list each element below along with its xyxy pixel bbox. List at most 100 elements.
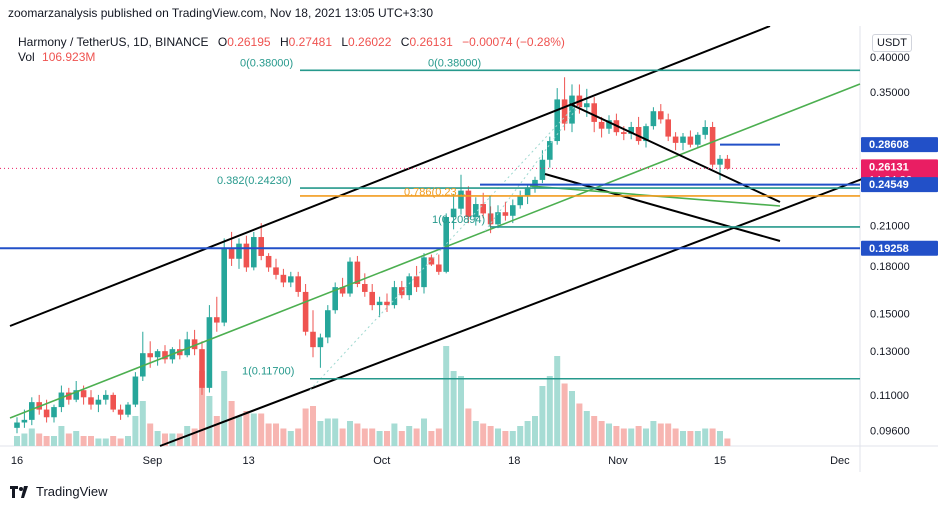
- y-tick-label: 0.35000: [870, 87, 910, 99]
- candle-body: [265, 255, 272, 268]
- candle-body: [132, 376, 139, 405]
- brand-name: TradingView: [36, 484, 108, 499]
- fib-label: 1(0.11700): [242, 366, 294, 378]
- candle-body: [347, 261, 353, 294]
- fib-label: 1(0.20894): [432, 214, 485, 226]
- volume-bar: [480, 423, 487, 446]
- candle-body: [480, 204, 486, 214]
- candle-body: [302, 291, 309, 332]
- low-value: 0.26022: [348, 35, 392, 49]
- candle-body: [199, 349, 205, 388]
- symbol-legend: Harmony / TetherUS, 1D, BINANCE O0.26195…: [18, 35, 565, 65]
- publish-header: zoomarzanalysis published on TradingView…: [8, 6, 434, 20]
- volume-bar: [569, 391, 575, 446]
- candle-body: [458, 190, 464, 209]
- price-badge-text: 0.28608: [869, 139, 909, 151]
- candle-body: [66, 392, 72, 400]
- volume-bar: [117, 438, 124, 446]
- candle-body: [317, 337, 324, 348]
- candle-body: [58, 392, 65, 408]
- price-badge-text: 0.19258: [869, 243, 909, 255]
- candle-body: [621, 132, 627, 134]
- volume-bar: [265, 423, 272, 446]
- footer: TradingView: [10, 484, 108, 499]
- candle-body: [665, 119, 671, 137]
- candle-body: [125, 404, 131, 415]
- volume-bar: [598, 421, 605, 446]
- volume-bar: [95, 438, 102, 446]
- candle-body: [339, 287, 346, 294]
- candle-body: [561, 99, 568, 124]
- candle-body: [554, 99, 560, 142]
- candle-body: [635, 126, 642, 142]
- currency-button[interactable]: USDT: [872, 34, 912, 52]
- volume-bar: [154, 431, 161, 446]
- volume-bar: [236, 416, 242, 446]
- candle-body: [680, 136, 686, 143]
- volume-bar: [694, 431, 701, 446]
- candle-body: [191, 339, 198, 350]
- candle-body: [154, 351, 161, 358]
- candle-body: [332, 287, 338, 311]
- candle-body: [473, 204, 479, 217]
- fib-label: 0(0.38000): [240, 57, 293, 69]
- volume-bar: [139, 401, 146, 446]
- close-value: 0.26131: [409, 35, 453, 49]
- candle-body: [369, 291, 375, 306]
- fib-label: 0.382(0.24230): [217, 175, 292, 187]
- volume-bar: [324, 418, 331, 446]
- volume-bar: [724, 438, 731, 446]
- x-tick-label: 13: [242, 455, 254, 467]
- volume-bar: [450, 371, 457, 446]
- candle-body: [628, 126, 634, 134]
- candle-body: [532, 179, 538, 188]
- chart-frame[interactable]: 0(0.38000) 0(0.38000) 0.382(0.24230) 0.786(…: [0, 26, 938, 472]
- candle-body: [510, 205, 516, 216]
- volume-bar: [73, 431, 80, 446]
- volume-bar: [132, 416, 139, 446]
- volume-bar: [250, 413, 257, 446]
- volume-bar: [176, 433, 183, 446]
- volume-bar: [51, 436, 57, 446]
- volume-bar: [14, 436, 20, 446]
- volume-bar: [524, 421, 531, 446]
- price-badge: [861, 177, 938, 193]
- volume-bar: [428, 431, 435, 446]
- candle-body: [672, 136, 679, 143]
- volume-bar: [310, 406, 316, 446]
- price-chart[interactable]: 0(0.38000) 0(0.38000) 0.382(0.24230) 0.786(…: [0, 26, 938, 472]
- candle-body: [695, 134, 701, 145]
- volume-bar: [509, 431, 516, 446]
- candle-body: [502, 212, 509, 216]
- volume-bar: [465, 408, 472, 446]
- symbol-name[interactable]: Harmony / TetherUS, 1D, BINANCE: [18, 35, 209, 49]
- candle-body: [709, 126, 716, 165]
- candle-body: [325, 310, 331, 338]
- fib-label-layer: 0(0.38000) 0(0.38000) 0.382(0.24230) 0.786(…: [217, 57, 485, 377]
- price-badge: [861, 137, 938, 153]
- volume-bar: [472, 421, 479, 446]
- volume-bar: [413, 428, 420, 446]
- candle-body: [598, 121, 605, 129]
- candle-body: [206, 317, 213, 388]
- price-badge-text: 0.24549: [869, 179, 909, 191]
- volume-bar: [702, 428, 709, 446]
- volume-bar: [591, 416, 598, 446]
- candle-body: [547, 141, 553, 160]
- candle-body: [643, 126, 649, 142]
- candle-body: [236, 243, 242, 259]
- close-label: C: [400, 35, 410, 49]
- volume-bar: [369, 428, 376, 446]
- volume-bar: [347, 421, 353, 446]
- y-tick-label: 0.09600: [870, 426, 910, 438]
- volume-bar: [258, 413, 265, 446]
- volume-bar: [665, 423, 672, 446]
- price-badge: [861, 240, 938, 256]
- volume-bar: [191, 428, 198, 446]
- volume-bar: [635, 426, 642, 446]
- volume-bar: [443, 346, 450, 446]
- volume-bar: [576, 403, 583, 446]
- volume-bar: [384, 431, 390, 446]
- volume-bar: [672, 428, 679, 446]
- high-value: 0.27481: [288, 35, 332, 49]
